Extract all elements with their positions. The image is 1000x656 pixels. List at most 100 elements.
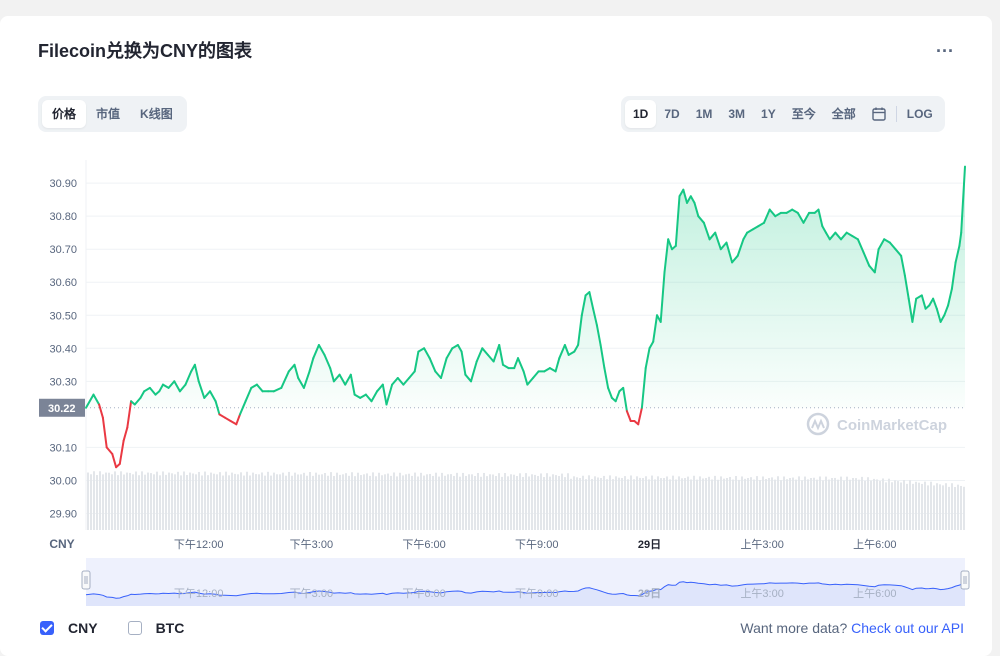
volume-bar: [693, 475, 695, 530]
volume-bar: [252, 472, 254, 530]
volume-bar: [87, 472, 89, 530]
volume-bar: [357, 472, 359, 530]
volume-bar: [879, 481, 881, 530]
volume-bar: [834, 477, 836, 530]
volume-bar: [141, 471, 143, 530]
volume-bar: [210, 472, 212, 530]
price-line-segment: [725, 241, 734, 264]
price-line-segment: [774, 211, 782, 218]
price-line-segment: [522, 370, 529, 386]
volume-bar: [783, 476, 785, 530]
page-title: Filecoin兑换为CNY的图表: [38, 41, 253, 61]
price-line-segment: [364, 393, 373, 403]
navigator-handle-left[interactable]: [81, 570, 91, 590]
navigator-handle-right[interactable]: [960, 570, 970, 590]
volume-bar: [285, 475, 287, 530]
cny-checkbox[interactable]: [40, 621, 54, 635]
y-tick-label: 30.00: [49, 475, 77, 487]
volume-bar: [939, 484, 941, 530]
btc-checkbox[interactable]: [127, 621, 142, 635]
range-1d[interactable]: 1D: [625, 100, 657, 128]
price-line-segment: [900, 254, 906, 277]
price-line-segment: [791, 208, 799, 214]
volume-bar: [675, 479, 677, 530]
volume-bar: [318, 474, 320, 530]
price-line-segment: [148, 386, 157, 396]
calendar-icon[interactable]: [864, 100, 894, 128]
volume-bar: [555, 475, 557, 530]
volume-bar: [378, 472, 380, 530]
log-scale-toggle[interactable]: LOG: [906, 107, 933, 121]
range-all[interactable]: 全部: [831, 107, 856, 121]
price-line-segment: [932, 297, 938, 310]
more-options-button[interactable]: ...: [936, 36, 955, 56]
price-line-segment: [417, 347, 426, 353]
price-line-segment: [118, 439, 125, 465]
volume-bar: [819, 476, 821, 530]
api-link[interactable]: Check out our API: [851, 620, 964, 636]
price-line-segment: [751, 225, 760, 231]
range-ytd[interactable]: 至今: [791, 107, 816, 121]
volume-bar: [288, 471, 290, 530]
volume-bar: [462, 472, 464, 530]
price-line-segment: [911, 297, 918, 323]
volume-bar: [594, 476, 596, 530]
volume-bar: [570, 478, 572, 530]
volume-bar: [453, 475, 455, 530]
volume-bar: [135, 471, 137, 530]
volume-bar: [102, 474, 104, 530]
volume-bar: [324, 473, 326, 530]
volume-bar: [927, 485, 929, 530]
volume-bar: [375, 476, 377, 530]
volume-bar: [867, 477, 869, 530]
price-line-segment: [796, 211, 805, 224]
volume-bar: [666, 476, 668, 530]
volume-bar: [870, 480, 872, 530]
volume-bar: [306, 475, 308, 530]
range-3m[interactable]: 3M: [728, 107, 746, 121]
volume-bar: [816, 479, 818, 530]
volume-bar: [618, 477, 620, 530]
tab-price[interactable]: 价格: [42, 100, 87, 128]
volume-bar: [408, 473, 410, 530]
price-line-segment: [659, 271, 666, 323]
price-line-segment: [915, 294, 923, 300]
volume-bar: [273, 472, 275, 530]
volume-bar: [705, 478, 707, 530]
price-line-segment: [105, 446, 114, 455]
volume-bar: [474, 475, 476, 530]
price-line-segment: [757, 221, 765, 228]
price-line-segment: [293, 363, 300, 379]
tab-market-cap[interactable]: 市值: [96, 107, 121, 121]
volume-bar: [501, 476, 503, 530]
range-1m[interactable]: 1M: [695, 107, 713, 121]
navigator-label: 下午12:00: [174, 587, 224, 600]
price-line-segment: [513, 357, 519, 370]
tab-candlestick[interactable]: K线图: [140, 107, 173, 121]
volume-bar: [546, 473, 548, 530]
volume-bar: [711, 479, 713, 530]
price-line-segment: [329, 367, 335, 383]
volume-bar: [684, 478, 686, 530]
volume-bar: [477, 472, 479, 530]
price-line-segment: [122, 426, 129, 442]
volume-bar: [189, 472, 191, 530]
volume-bar: [915, 481, 917, 530]
price-line-segment: [592, 307, 598, 327]
volume-bar: [456, 472, 458, 530]
range-1y[interactable]: 1Y: [761, 107, 776, 121]
volume-bar: [861, 476, 863, 530]
x-tick-label: 29日: [638, 538, 661, 551]
price-line-segment: [663, 238, 670, 274]
volume-bar: [234, 473, 236, 530]
range-7d[interactable]: 7D: [664, 107, 680, 121]
volume-bar: [936, 483, 938, 530]
price-line-segment: [702, 221, 711, 241]
volume-bar: [678, 476, 680, 530]
x-tick-label: 下午6:00: [402, 538, 445, 551]
price-line-segment: [287, 363, 296, 373]
volume-bar: [957, 484, 959, 530]
volume-bar: [444, 475, 446, 530]
volume-bar: [642, 478, 644, 530]
volume-bar: [237, 474, 239, 530]
